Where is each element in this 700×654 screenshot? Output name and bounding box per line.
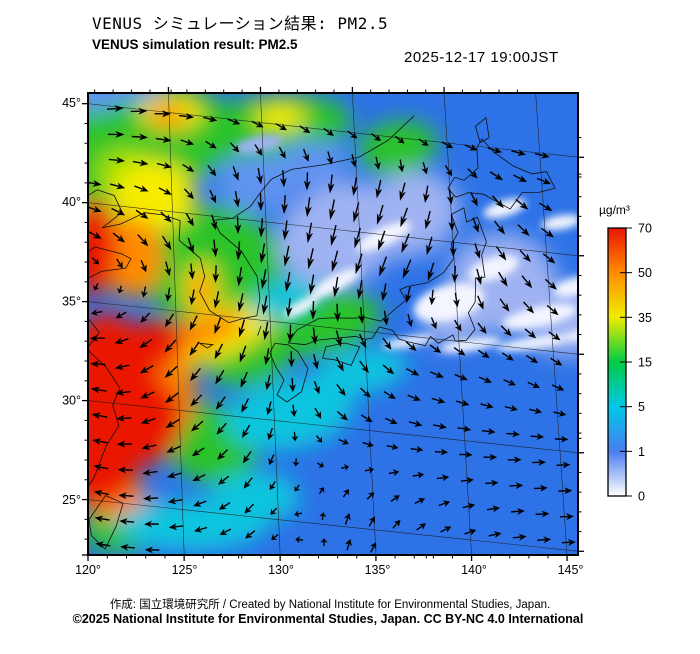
lon-tick-label: 135° (365, 563, 391, 577)
credit-line: 作成: 国立環境研究所 / Created by National Instit… (0, 596, 660, 612)
license-line: ©2025 National Institute for Environment… (0, 612, 656, 626)
colorbar-tick-label: 70 (638, 222, 652, 236)
colorbar-tick-label: 1 (638, 445, 645, 459)
latitude-axis-labels: 25° 30° 35° 40° 45° (62, 96, 81, 507)
colorbar-tick-label: 15 (638, 356, 652, 370)
lat-tick-label: 40° (62, 195, 81, 209)
colorbar-tick-label: 50 (638, 266, 652, 280)
colorbar-tick-label: 35 (638, 311, 652, 325)
lon-tick-label: 140° (461, 563, 487, 577)
lat-tick-label: 30° (62, 394, 81, 408)
lat-tick-label: 35° (62, 294, 81, 308)
colorbar-tick-label: 0 (638, 490, 645, 504)
lat-tick-label: 25° (62, 493, 81, 507)
page-title: VENUS シミュレーション結果: PM2.5 (92, 10, 388, 34)
page-subtitle: VENUS simulation result: PM2.5 (92, 37, 298, 52)
colorbar-tick-label: 5 (638, 400, 645, 414)
lon-tick-label: 145° (558, 563, 584, 577)
lon-tick-label: 120° (75, 563, 101, 577)
longitude-axis-labels: 120° 125° 130° 135° 140° 145° (75, 563, 583, 577)
lon-tick-label: 125° (172, 563, 198, 577)
colorbar-unit-label: µg/m³ (599, 203, 630, 217)
lat-tick-label: 45° (62, 96, 81, 110)
lon-tick-label: 130° (268, 563, 294, 577)
timestamp: 2025-12-17 19:00JST (404, 49, 559, 66)
